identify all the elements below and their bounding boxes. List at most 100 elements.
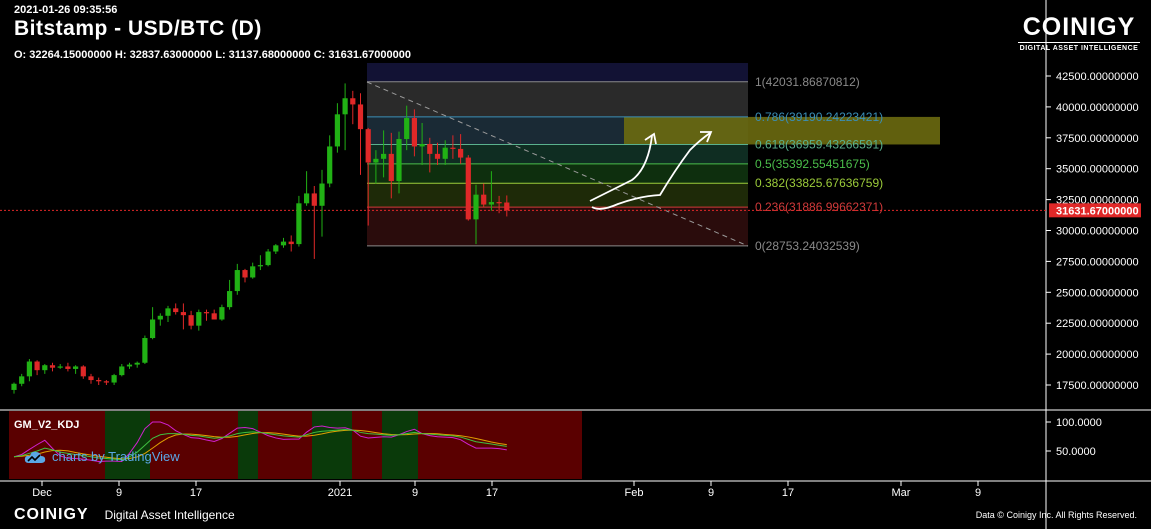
- kdj-band: [312, 411, 352, 479]
- candle-body: [196, 312, 202, 326]
- candle-body: [42, 365, 48, 371]
- candle-body: [458, 148, 464, 158]
- candle-body: [280, 241, 287, 246]
- chart-title: Bitstamp - USD/BTC (D): [14, 17, 262, 40]
- fib-label: 0(28753.24032539): [755, 239, 860, 253]
- ind-tick-label: 50.0000: [1056, 446, 1096, 458]
- drawn-arrow-1: [589, 135, 653, 202]
- candle-body: [242, 270, 248, 278]
- candle-body: [165, 308, 171, 316]
- target-zone: [624, 116, 940, 145]
- candle-body: [357, 104, 364, 130]
- candle-body: [49, 365, 56, 368]
- x-tick-label: 9: [412, 487, 418, 499]
- candle-body: [227, 291, 233, 308]
- candle-body: [250, 266, 256, 278]
- candle-body: [365, 129, 371, 163]
- candle-body: [80, 366, 86, 377]
- candle-body: [404, 118, 410, 140]
- footer-tagline: Digital Asset Intelligence: [104, 508, 235, 522]
- last-price-badge: [1049, 203, 1141, 218]
- logo-wordmark: COINIGY: [1022, 13, 1136, 41]
- kdj-band: [258, 411, 312, 479]
- timestamp: 2021-01-26 09:35:56: [14, 4, 118, 16]
- candle-body: [203, 312, 210, 314]
- candle-body: [150, 319, 156, 339]
- candle-body: [111, 375, 117, 383]
- candle-body: [188, 315, 194, 326]
- candle-body: [311, 193, 317, 206]
- y-tick-label: 37500.00000000: [1056, 133, 1139, 145]
- kdj-band: [352, 411, 382, 479]
- kdj-band: [150, 411, 230, 479]
- candle-body: [273, 245, 279, 252]
- candle-body: [304, 193, 310, 204]
- candle-body: [257, 265, 263, 267]
- y-tick-label: 35000.00000000: [1056, 164, 1139, 176]
- y-tick-label: 25000.00000000: [1056, 287, 1139, 299]
- kdj-band: [238, 411, 258, 479]
- x-tick-label: 9: [708, 487, 714, 499]
- candle-body: [319, 183, 325, 206]
- candle-body: [481, 194, 487, 205]
- candle-body: [265, 251, 271, 266]
- candle-body: [411, 118, 417, 147]
- fib-label: 1(42031.86870812): [755, 75, 860, 89]
- x-tick-label: 9: [116, 487, 122, 499]
- x-tick-label: Dec: [32, 487, 52, 499]
- candle-body: [119, 366, 125, 376]
- candle-body: [296, 203, 302, 245]
- y-tick-label: 30000.00000000: [1056, 226, 1139, 238]
- candle-body: [57, 366, 63, 368]
- candle-body: [234, 270, 240, 292]
- coinigy-logo: COINIGY DIGITAL ASSET INTELLIGENCE: [1018, 14, 1140, 52]
- candle-body: [134, 362, 140, 365]
- candle-body: [488, 202, 494, 205]
- cloud-icon: [24, 451, 46, 463]
- candle-body: [342, 98, 348, 115]
- candle-body: [219, 307, 225, 320]
- candle-body: [65, 366, 71, 369]
- candle-body: [327, 146, 333, 184]
- fib-label: 0.382(33825.67636759): [755, 176, 883, 190]
- ind-tick-label: 100.0000: [1056, 417, 1102, 429]
- last-price-label: 31631.67000000: [1056, 205, 1139, 217]
- candle-body: [465, 157, 471, 220]
- candle-body: [373, 158, 379, 163]
- candle-body: [442, 147, 448, 159]
- candle-body: [19, 376, 25, 384]
- candle-body: [388, 153, 394, 182]
- candle-body: [34, 361, 40, 371]
- candle-body: [11, 383, 17, 390]
- candle-body: [427, 143, 433, 154]
- y-tick-label: 40000.00000000: [1056, 102, 1139, 114]
- kdj-band: [230, 411, 238, 479]
- drawn-arrowhead-1: [644, 132, 657, 145]
- fib-band-top: [367, 63, 748, 82]
- tradingview-watermark[interactable]: charts by TradingView: [24, 449, 180, 464]
- candle-body: [334, 114, 340, 147]
- candle-body: [157, 315, 163, 320]
- candle-body: [96, 380, 102, 382]
- candle-body: [126, 364, 133, 367]
- candle-body: [73, 366, 79, 369]
- footer-logo: COINIGY: [14, 506, 89, 523]
- kdj-band: [382, 411, 418, 479]
- kdj-k-line: [13, 429, 507, 461]
- fib-label: 0.786(39190.24223421): [755, 110, 883, 124]
- kdj-band: [9, 411, 105, 479]
- candle-body: [473, 194, 479, 220]
- indicator-label[interactable]: GM_V2_KDJ: [14, 419, 80, 431]
- candle-body: [26, 361, 32, 377]
- y-tick-label: 22500.00000000: [1056, 318, 1139, 330]
- candle-body: [504, 202, 510, 211]
- fib-band: [367, 207, 748, 246]
- footer-credit: Data © Coinigy Inc. All Rights Reserved.: [975, 510, 1137, 520]
- candle-body: [396, 139, 402, 182]
- candle-body: [381, 153, 387, 159]
- fib-label: 0.5(35392.55451675): [755, 157, 870, 171]
- trend-line: [366, 81, 749, 247]
- fib-band: [367, 183, 748, 208]
- x-tick-label: 2021: [328, 487, 352, 499]
